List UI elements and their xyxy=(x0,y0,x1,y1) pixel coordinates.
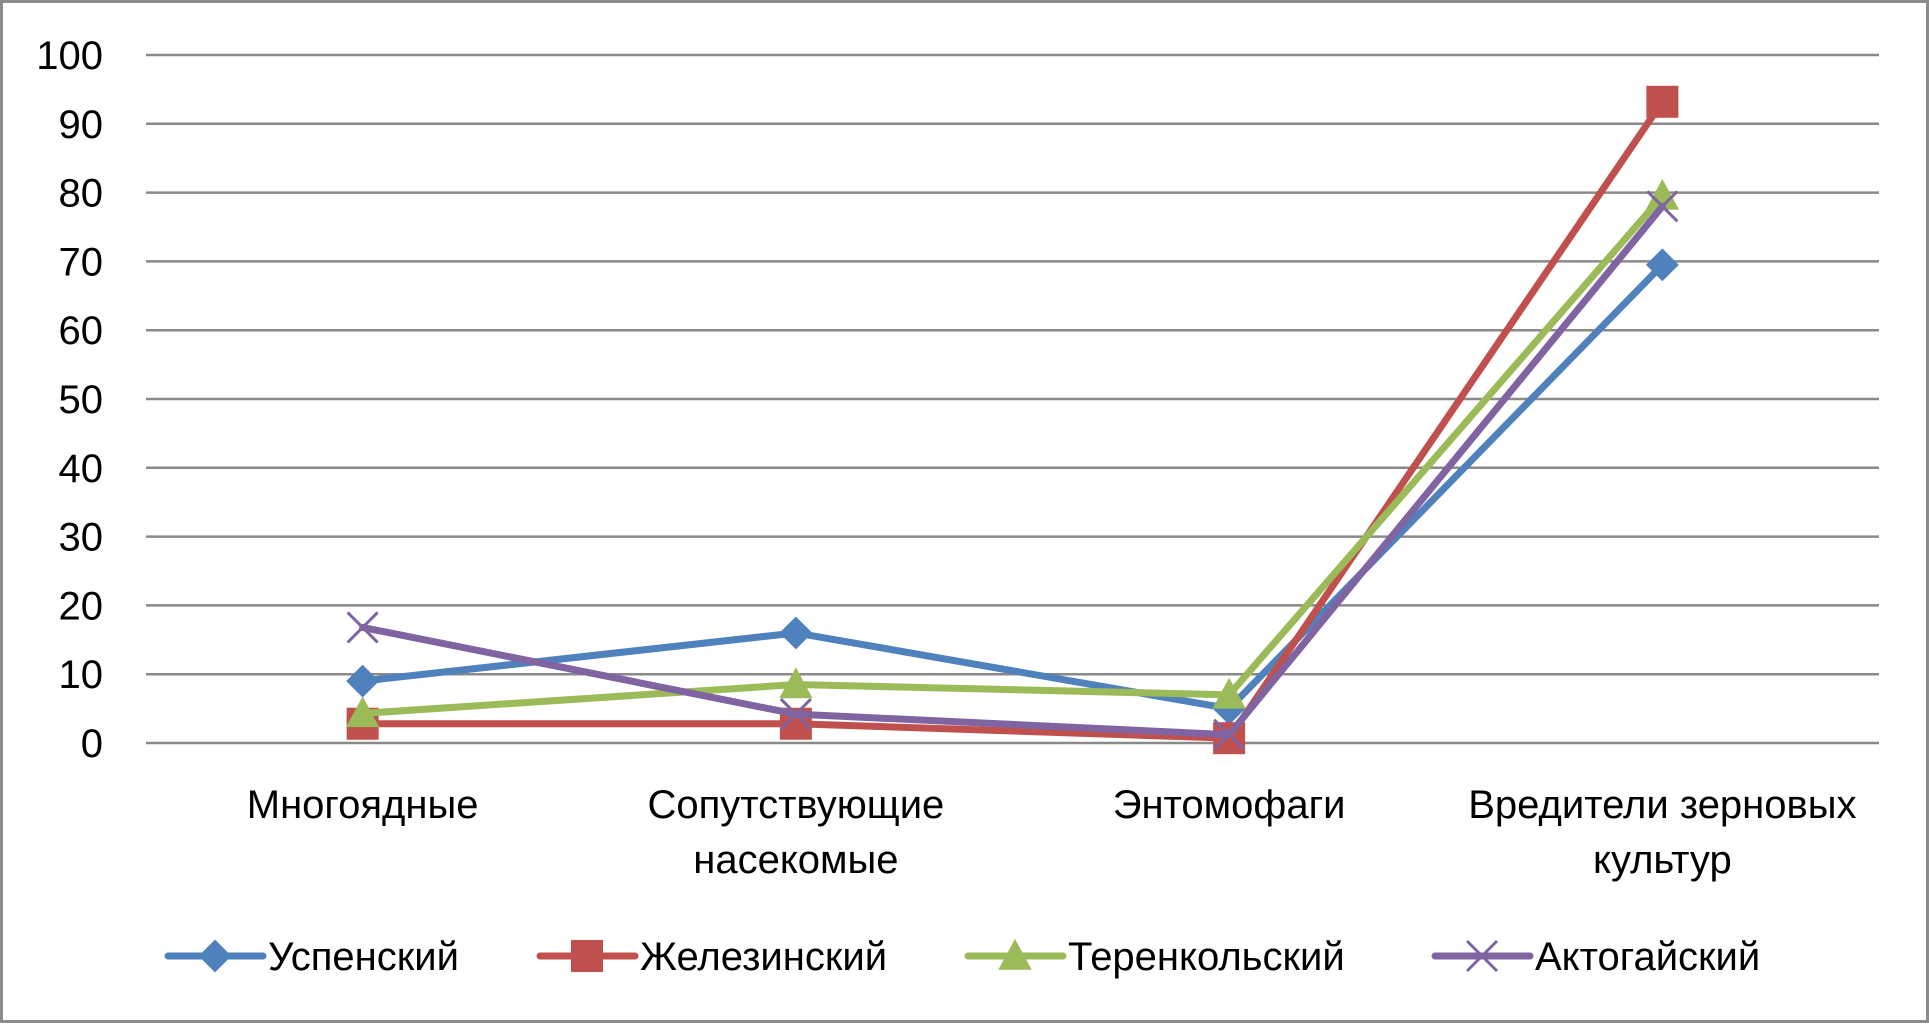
series-line xyxy=(359,192,1666,717)
data-point xyxy=(345,696,380,728)
y-tick-label: 0 xyxy=(81,722,103,766)
gridlines xyxy=(146,53,1879,745)
data-point xyxy=(346,664,380,698)
legend-item: Успенский xyxy=(164,935,459,979)
data-point xyxy=(346,611,379,644)
legend-item: Теренкольский xyxy=(964,935,1345,979)
legend-item: Железинский xyxy=(536,935,887,979)
data-point xyxy=(1646,85,1679,118)
x-axis-ticks: Многоядные Сопутствующие насекомые Энтомофа… xyxy=(247,783,1857,882)
series-line xyxy=(359,261,1666,713)
legend-label: Успенский xyxy=(268,935,459,979)
y-tick-label: 10 xyxy=(59,653,104,697)
y-tick-label: 80 xyxy=(59,172,104,216)
data-point xyxy=(1645,248,1679,282)
y-tick-label: 100 xyxy=(36,34,103,78)
x-tick-label: Многоядные xyxy=(247,783,479,827)
series-3 xyxy=(345,178,1680,728)
series-2 xyxy=(346,85,1679,755)
data-point xyxy=(1212,677,1246,709)
legend-marker xyxy=(571,940,603,972)
legend-marker xyxy=(998,938,1032,970)
y-axis-ticks: 0 10 20 30 40 50 60 70 80 90 100 xyxy=(36,34,103,766)
x-tick-label: Сопутствующие xyxy=(647,783,944,827)
y-tick-label: 90 xyxy=(59,103,104,147)
line-chart: 0 10 20 30 40 50 60 70 80 90 100 Многоядные Сопутст… xyxy=(36,34,1879,979)
x-tick-label: Энтомофаги xyxy=(1113,783,1346,827)
data-point xyxy=(779,667,813,699)
legend-label: Теренкольский xyxy=(1068,935,1345,979)
legend-marker xyxy=(198,939,232,973)
x-tick-label: Вредители зерновых xyxy=(1468,783,1856,827)
data-point xyxy=(1646,190,1679,223)
legend: Успенский Железинский Теренкольский Актогай… xyxy=(164,935,1760,979)
series-lines xyxy=(345,85,1680,755)
series-1 xyxy=(346,248,1679,726)
y-tick-label: 30 xyxy=(59,516,104,560)
x-tick-label: насекомые xyxy=(693,838,898,882)
y-tick-label: 20 xyxy=(59,584,104,628)
data-point xyxy=(779,698,812,731)
y-tick-label: 70 xyxy=(59,240,104,284)
data-point xyxy=(779,616,813,650)
series-line xyxy=(359,98,1666,742)
x-tick-label: культур xyxy=(1593,838,1732,882)
legend-marker xyxy=(1465,939,1499,973)
legend-item: Актогайский xyxy=(1431,935,1760,979)
y-tick-label: 50 xyxy=(59,378,104,422)
data-point xyxy=(1213,718,1246,751)
y-tick-label: 60 xyxy=(59,309,104,353)
legend-label: Железинский xyxy=(640,935,887,979)
y-tick-label: 40 xyxy=(59,447,104,491)
series-4 xyxy=(346,190,1679,751)
legend-label: Актогайский xyxy=(1535,935,1760,979)
series-line xyxy=(359,202,1666,739)
